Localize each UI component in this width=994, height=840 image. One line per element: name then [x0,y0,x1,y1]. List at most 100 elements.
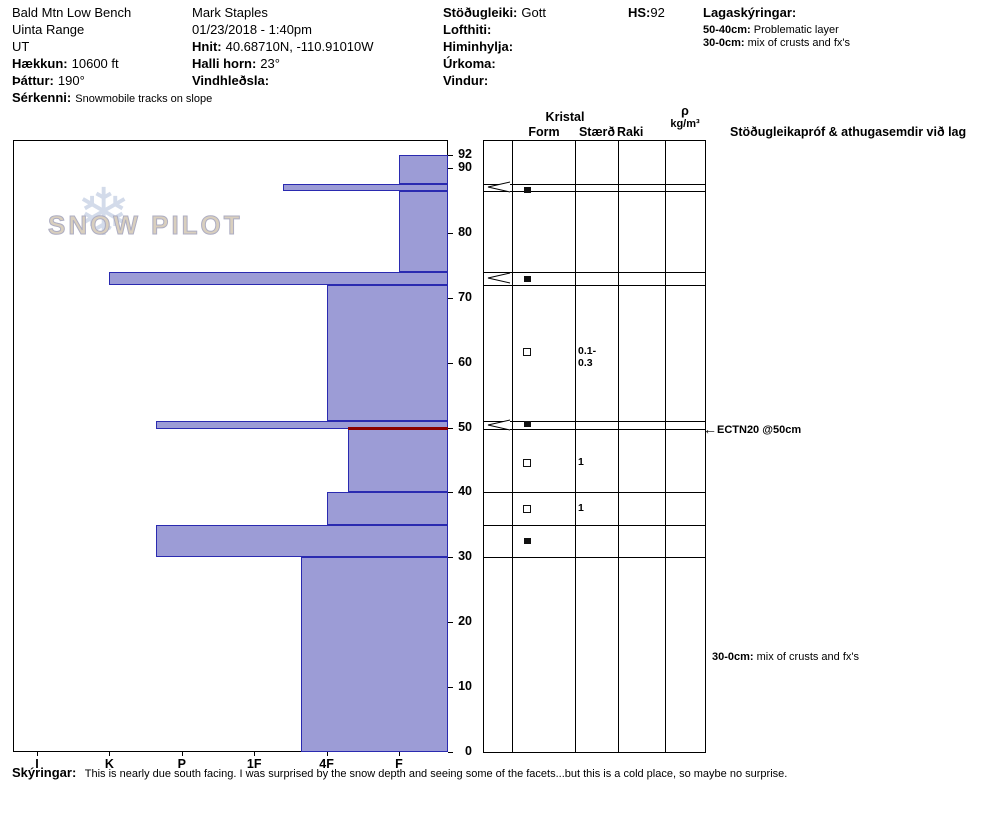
depth-tick [448,297,453,299]
depth-tick [448,155,453,156]
layer-boundary-line [483,557,706,559]
mountain-range: Uinta Range [12,22,85,37]
depth-tick [448,167,453,169]
stability-label: Stöðugleiki: [443,5,518,20]
hardness-bar [326,492,448,525]
elevation-value: 10600 ft [71,56,119,71]
layer-boundary-line [483,421,706,423]
kristal-header: Kristal [545,110,585,124]
test-result-label: ECTN20 @50cm [717,423,802,436]
hardness-tick-label: 1F [246,757,262,771]
grain-size-label: 1 [578,502,584,515]
coordinates-label: Hnit: [192,39,222,54]
grain-form-icon [524,538,531,545]
layer-note: 30-0cm: mix of crusts and fx's [712,651,859,664]
layer-comment-range: 50-40cm: [703,24,751,36]
depth-tick [448,557,453,559]
wind-loading-field: Vindhleðsla: [192,73,269,88]
site-name: Bald Mtn Low Bench [12,5,132,20]
layer-note-range: 30-0cm: [712,650,757,663]
layer-boundary-line [483,428,706,430]
stability-field: Stöðugleiki: Gott [443,5,546,20]
depth-tick-label: 20 [458,614,472,629]
pit-notes-text: This is nearly due south facing. I was s… [84,768,788,780]
hardness-tick-label: I [35,757,39,771]
layer-boundary-line [483,184,706,186]
grain-form-icon [523,505,531,514]
panel-vline [705,140,706,752]
tests-column-header: Stöðugleikapróf & athugasemdir við lag [730,125,967,139]
depth-tick-label: 50 [458,419,472,434]
grain-size-label: 1 [578,456,584,469]
depth-tick [448,492,453,494]
hardness-tick [109,752,111,756]
special-field: Sérkenni: Snowmobile tracks on slope [12,90,212,106]
test-annotation: ←ECTN20 @50cm [703,420,801,438]
hardness-tick-label: F [395,757,403,771]
elevation-field: Hækkun: 10600 ft [12,56,119,71]
hardness-bar [283,184,448,191]
weak-layer-line [348,426,448,430]
depth-tick [448,752,453,753]
panel-hline [483,752,706,753]
panel-vline [575,140,576,752]
layer-boundary-line [483,284,706,286]
special-label: Sérkenni: [12,90,72,105]
layer-comment-range: 30-0cm: [703,37,745,49]
wind-label: Vindur: [443,73,489,88]
grain-form-icon [523,459,531,468]
hardness-bar [348,428,448,493]
sky-cover-label: Himinhylja: [443,39,514,54]
density-unit-header: kg/m³ [670,118,700,130]
air-temp-label: Lofthiti: [443,22,492,37]
snow-height-value: 92 [650,5,665,20]
slope-angle-value: 23° [260,56,280,71]
depth-tick-label: 10 [458,679,472,694]
panel-vline [512,140,513,752]
pit-notes-label: Skýringar: [12,765,77,780]
hardness-tick-label: K [104,757,114,771]
pit-notes: Skýringar: This is nearly due south faci… [12,764,972,782]
hardness-tick [326,752,328,756]
panel-vline [618,140,619,752]
grain-form-icon [524,421,531,428]
slope-angle-field: Halli horn: 23° [192,56,280,71]
state: UT [12,39,30,54]
depth-tick-label: 0 [465,744,472,758]
layer-comment-row: 50-40cm: Problematic layer [703,24,839,37]
grain-form-icon [524,275,531,282]
precip-label: Úrkoma: [443,56,496,71]
form-column-header: Form [528,125,560,139]
panel-hline [483,140,706,141]
layer-comment-text: mix of crusts and fx's [747,37,850,49]
layer-comment-text: Problematic layer [753,24,839,36]
panel-vline [483,140,484,752]
depth-tick-label: 80 [458,224,472,239]
slope-angle-label: Halli horn: [192,56,257,71]
density-symbol-header: ρ [681,104,689,118]
layer-flag-icon [484,271,511,285]
hardness-bar [156,524,448,558]
hardness-tick [254,752,256,756]
snowflake-icon: ❄ [76,175,132,249]
snow-height-label: HS: [628,5,651,20]
layer-note-text: mix of crusts and fx's [756,650,859,663]
depth-tick-label: 30 [458,549,472,564]
snow-height-field: HS:92 [628,5,665,20]
aspect-label: Þáttur: [12,73,54,88]
aspect-field: Þáttur: 190° [12,73,85,88]
aspect-value: 190° [57,73,85,88]
layer-flag-icon [484,418,511,432]
depth-tick-label: 60 [458,354,472,369]
grain-size-label: 0.1-0.3 [578,345,597,370]
size-column-header: Stærð [578,125,616,139]
depth-tick-label: 40 [458,484,472,499]
layer-boundary-line [483,524,706,526]
hardness-bar [301,557,448,752]
snowpilot-logo: ❄ SNOW PILOT [48,175,248,250]
coordinates-value: 40.68710N, -110.91010W [225,39,374,54]
depth-tick [448,622,453,624]
depth-tick-label: 90 [458,159,472,174]
hardness-bar [326,284,448,422]
